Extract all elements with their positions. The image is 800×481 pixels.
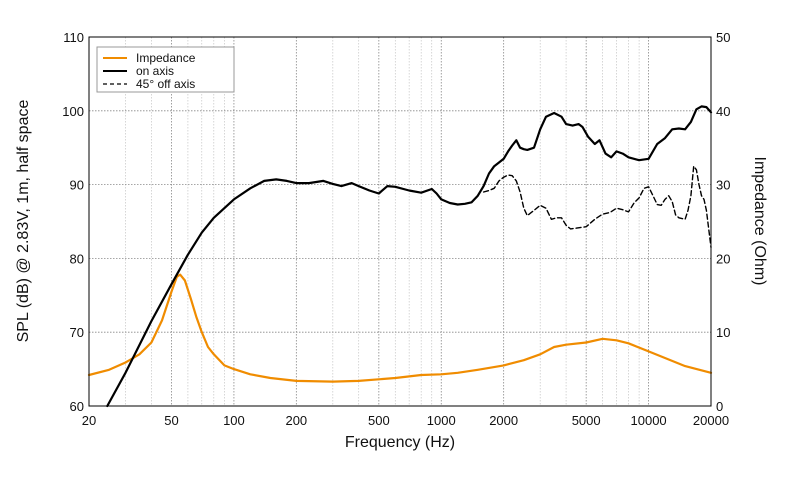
x-tick-label: 500	[368, 413, 390, 428]
x-tick-label: 20000	[693, 413, 729, 428]
legend-label-off-axis: 45° off axis	[136, 77, 195, 91]
y-right-tick-label: 20	[716, 251, 730, 266]
x-tick-label: 1000	[427, 413, 456, 428]
y-right-tick-label: 30	[716, 178, 730, 193]
on-axis-line	[106, 105, 713, 408]
grid	[89, 37, 711, 406]
y-right-tick-label: 40	[716, 104, 730, 119]
impedance-line	[87, 273, 713, 383]
off-axis-45-line	[482, 165, 712, 248]
plot-frame	[88, 36, 712, 407]
y-left-tick-label: 60	[70, 399, 84, 414]
y-left-tick-label: 100	[62, 104, 84, 119]
y-left-tick-label: 70	[70, 325, 84, 340]
y-right-tick-label: 10	[716, 325, 730, 340]
x-tick-label: 50	[164, 413, 178, 428]
legend: Impedance on axis 45° off axis	[96, 46, 235, 93]
x-tick-label: 200	[285, 413, 307, 428]
x-tick-label: 100	[223, 413, 245, 428]
y-left-tick-label: 80	[70, 251, 84, 266]
y-right-axis-title: Impedance (Ohm)	[751, 157, 768, 286]
x-tick-labels: 20 50 100 200 500 1000 2000 5000 10000 20000	[82, 413, 729, 428]
x-tick-label: 5000	[572, 413, 601, 428]
y-left-tick-labels: 60 70 80 90 100 110	[62, 30, 84, 414]
y-left-tick-label: 90	[70, 178, 84, 193]
series-layer	[87, 105, 713, 408]
legend-label-on-axis: on axis	[136, 64, 174, 78]
x-axis-title: Frequency (Hz)	[345, 434, 455, 451]
y-left-tick-label: 110	[63, 30, 84, 45]
y-left-axis-title: SPL (dB) @ 2.83V, 1m, half space	[15, 100, 32, 343]
y-right-tick-label: 50	[716, 30, 730, 45]
legend-label-impedance: Impedance	[136, 51, 196, 65]
x-tick-label: 2000	[489, 413, 518, 428]
x-tick-label: 20	[82, 413, 96, 428]
y-right-tick-labels: 0 10 20 30 40 50	[716, 30, 730, 414]
y-right-tick-label: 0	[716, 399, 723, 414]
x-tick-label: 10000	[631, 413, 667, 428]
